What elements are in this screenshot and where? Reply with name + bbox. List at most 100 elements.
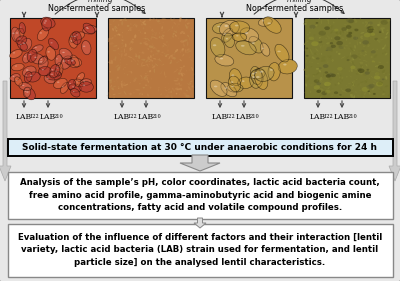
Ellipse shape — [165, 95, 170, 97]
Ellipse shape — [190, 80, 193, 82]
Ellipse shape — [378, 89, 381, 90]
Ellipse shape — [116, 65, 119, 67]
Ellipse shape — [179, 94, 180, 95]
Ellipse shape — [304, 69, 306, 71]
Ellipse shape — [121, 53, 122, 58]
Ellipse shape — [141, 21, 145, 25]
Ellipse shape — [310, 62, 314, 63]
Ellipse shape — [270, 69, 273, 71]
Ellipse shape — [129, 48, 133, 51]
Ellipse shape — [80, 79, 92, 85]
Text: LAB: LAB — [138, 113, 154, 121]
Ellipse shape — [323, 74, 324, 77]
Ellipse shape — [357, 41, 358, 46]
Ellipse shape — [368, 26, 374, 30]
Ellipse shape — [341, 80, 343, 82]
Ellipse shape — [183, 32, 185, 34]
Text: LAB: LAB — [114, 113, 130, 121]
Ellipse shape — [170, 90, 172, 93]
Ellipse shape — [165, 89, 168, 91]
Ellipse shape — [331, 85, 332, 89]
Ellipse shape — [324, 82, 331, 86]
Ellipse shape — [319, 41, 322, 43]
Ellipse shape — [49, 64, 60, 78]
Ellipse shape — [166, 41, 168, 43]
Ellipse shape — [70, 40, 72, 42]
Ellipse shape — [186, 96, 187, 97]
Ellipse shape — [187, 41, 188, 46]
Ellipse shape — [108, 38, 113, 39]
Ellipse shape — [83, 46, 85, 47]
Ellipse shape — [342, 90, 345, 92]
Ellipse shape — [363, 96, 365, 98]
Ellipse shape — [142, 93, 143, 95]
Ellipse shape — [377, 24, 380, 26]
Ellipse shape — [346, 25, 352, 29]
Ellipse shape — [378, 82, 383, 85]
Ellipse shape — [16, 80, 18, 81]
Ellipse shape — [320, 96, 322, 98]
Ellipse shape — [338, 82, 340, 85]
Ellipse shape — [331, 37, 332, 39]
Ellipse shape — [167, 29, 170, 32]
Ellipse shape — [146, 64, 148, 66]
Ellipse shape — [311, 66, 312, 67]
Ellipse shape — [332, 48, 334, 51]
Ellipse shape — [42, 69, 44, 70]
Ellipse shape — [147, 79, 148, 83]
Ellipse shape — [327, 84, 328, 86]
Ellipse shape — [338, 71, 342, 73]
Ellipse shape — [172, 27, 173, 29]
Ellipse shape — [348, 83, 351, 84]
Ellipse shape — [210, 80, 227, 96]
Ellipse shape — [354, 19, 356, 21]
Ellipse shape — [332, 31, 336, 32]
Ellipse shape — [312, 74, 316, 75]
Text: Solid-state fermentation at 30 °C under anaerobic conditions for 24 h: Solid-state fermentation at 30 °C under … — [22, 142, 378, 151]
Ellipse shape — [12, 33, 15, 34]
Ellipse shape — [334, 91, 338, 94]
Ellipse shape — [143, 62, 144, 63]
Ellipse shape — [382, 29, 384, 33]
Ellipse shape — [164, 31, 165, 32]
Ellipse shape — [324, 71, 328, 74]
Ellipse shape — [156, 50, 160, 53]
Ellipse shape — [164, 71, 165, 76]
Ellipse shape — [386, 62, 388, 64]
Ellipse shape — [304, 41, 309, 43]
Ellipse shape — [51, 69, 54, 71]
Ellipse shape — [341, 96, 344, 98]
Ellipse shape — [340, 31, 342, 35]
Ellipse shape — [360, 36, 363, 39]
Ellipse shape — [314, 80, 317, 82]
Ellipse shape — [368, 30, 370, 31]
Ellipse shape — [224, 87, 228, 89]
Ellipse shape — [365, 43, 367, 44]
Ellipse shape — [250, 70, 263, 88]
Ellipse shape — [162, 52, 164, 53]
Ellipse shape — [109, 24, 112, 25]
Ellipse shape — [112, 37, 114, 39]
Ellipse shape — [152, 59, 154, 63]
Ellipse shape — [174, 77, 175, 79]
Ellipse shape — [133, 79, 136, 82]
Ellipse shape — [178, 70, 182, 73]
Ellipse shape — [148, 58, 149, 62]
Ellipse shape — [329, 83, 331, 84]
Ellipse shape — [340, 75, 342, 76]
Ellipse shape — [48, 51, 50, 53]
Ellipse shape — [355, 91, 357, 93]
Ellipse shape — [176, 89, 178, 92]
Ellipse shape — [346, 18, 354, 23]
Ellipse shape — [24, 87, 35, 100]
Ellipse shape — [331, 89, 334, 92]
Ellipse shape — [331, 45, 336, 48]
Ellipse shape — [309, 37, 314, 40]
Ellipse shape — [141, 59, 146, 60]
Ellipse shape — [349, 75, 352, 77]
Ellipse shape — [182, 49, 183, 51]
Ellipse shape — [342, 30, 346, 32]
Ellipse shape — [384, 44, 386, 47]
Ellipse shape — [346, 76, 348, 78]
Ellipse shape — [147, 21, 150, 22]
